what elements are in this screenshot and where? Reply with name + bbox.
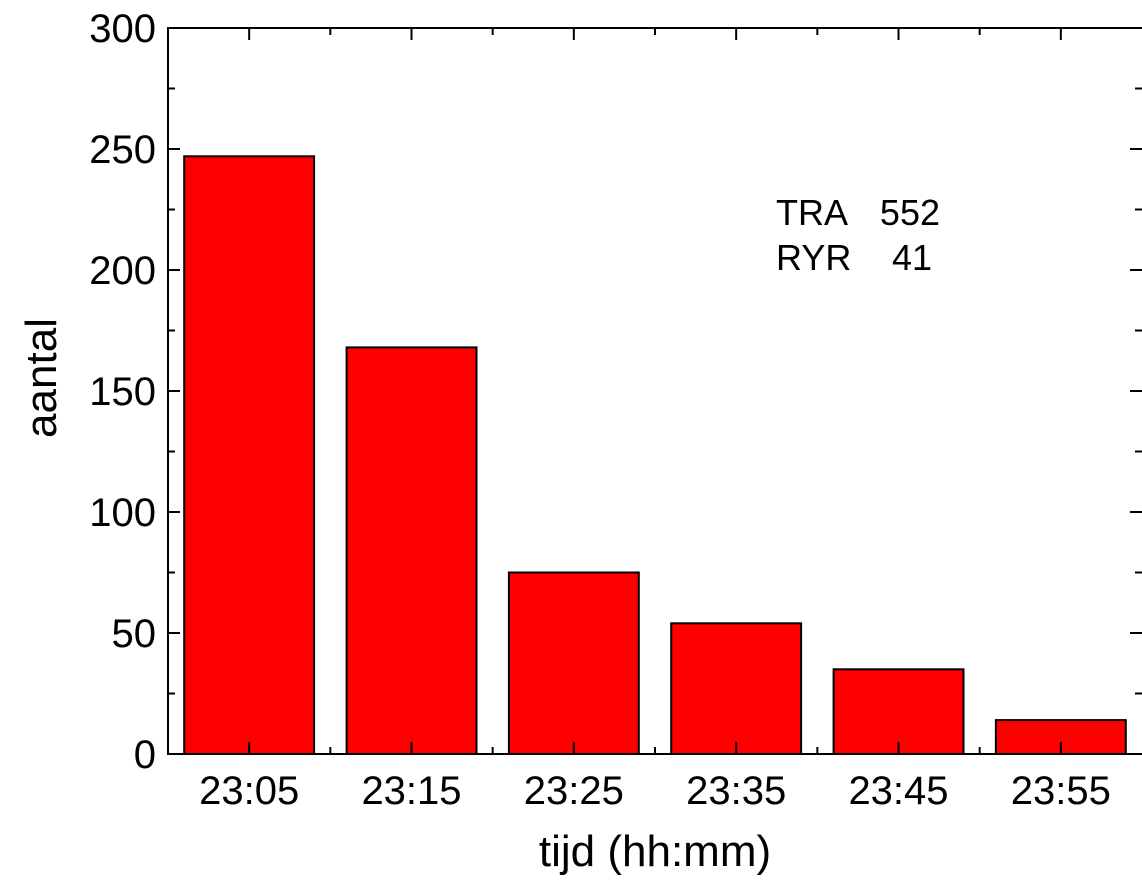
annotation-value-tra: 552: [880, 192, 940, 233]
y-tick-label: 200: [89, 249, 156, 293]
annotation-value-ryr: 41: [892, 237, 932, 278]
annotation-label-tra: TRA: [776, 192, 848, 233]
bar-2325: [507, 571, 640, 755]
x-axis-title: tijd (hh:mm): [539, 827, 771, 876]
y-tick-label: 300: [89, 7, 156, 51]
annotation-label-ryr: RYR: [776, 237, 851, 278]
y-tick-label: 150: [89, 370, 156, 414]
x-tick-label: 23:55: [1011, 769, 1111, 813]
labels-layer: 0 50 100 150 200 250 300 23:05 23:15 23:25 23:35 23…: [89, 7, 1111, 813]
y-tick-label: 100: [89, 491, 156, 535]
annotation-box: TRA 552 RYR 41: [776, 192, 940, 278]
y-tick-label: 250: [89, 128, 156, 172]
x-tick-label: 23:05: [199, 769, 299, 813]
bar-2315: [345, 346, 478, 755]
bar-2345: [832, 668, 965, 755]
x-tick-label: 23:35: [686, 769, 786, 813]
bar-2305: [183, 155, 316, 756]
x-tick-label: 23:45: [848, 769, 948, 813]
y-tick-label: 50: [112, 612, 157, 656]
y-axis-title: aantal: [17, 318, 66, 438]
y-tick-label: 0: [134, 733, 156, 777]
x-tick-label: 23:15: [361, 769, 461, 813]
bar-2335: [670, 622, 803, 755]
bars-layer: [183, 155, 1127, 756]
x-tick-label: 23:25: [524, 769, 624, 813]
plot-frame: [167, 27, 1142, 755]
